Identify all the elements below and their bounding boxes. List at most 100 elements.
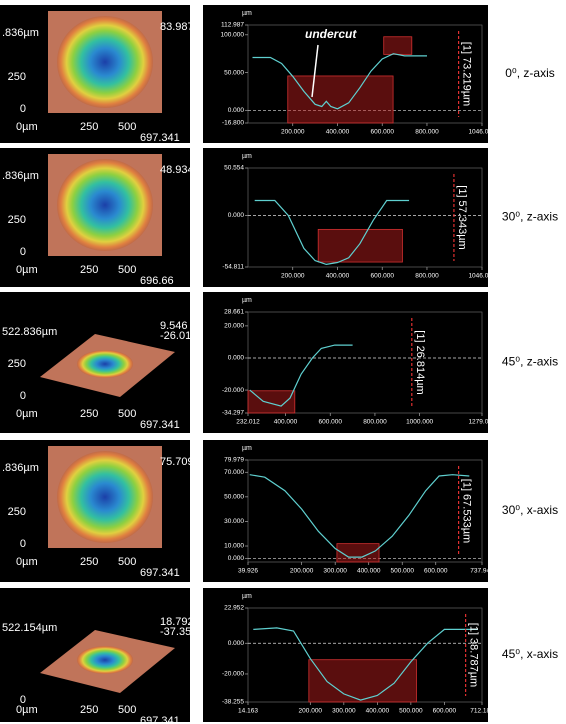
y-tick-label: 10.000	[224, 543, 244, 550]
x-tick-label: 39.926	[238, 568, 258, 575]
surface-x-tick: 250	[80, 121, 98, 133]
measurement-label: [1] 57.343µm	[456, 185, 468, 249]
y-tick-label: -16.800	[222, 120, 244, 127]
measurement-label: [1] 73.219µm	[461, 42, 473, 106]
row-label: 30⁰, z-axis	[502, 210, 558, 224]
surface-x-tick: 250	[80, 408, 98, 420]
selection-box	[383, 36, 413, 55]
surface-y-tick: 0	[20, 538, 26, 550]
y-tick-label: 0.000	[228, 107, 245, 114]
surface-max-label: 75.709	[160, 456, 194, 468]
unit-label: µm	[242, 153, 252, 160]
measurement-label: [1] 38.787µm	[468, 623, 480, 687]
y-tick-label: 28.661	[224, 309, 244, 316]
measurement-label: [1] 26.814µm	[414, 330, 426, 394]
x-tick-label: 600.000	[318, 419, 342, 426]
x-tick-label: 400.000	[326, 129, 350, 136]
x-tick-label: 1279.046	[468, 419, 495, 426]
surface-x-tick: 250	[80, 704, 98, 716]
surface-x-end: 697.341	[140, 715, 180, 724]
row-label: 30⁰, x-axis	[502, 503, 558, 517]
surface-y-tick: 250	[8, 506, 26, 518]
surface-x-tick: 500	[118, 556, 136, 568]
y-tick-label: 50.000	[224, 69, 244, 76]
y-tick-label: -34.297	[222, 410, 244, 417]
x-tick-label: 800.000	[415, 273, 439, 280]
y-tick-label: 0.000	[228, 640, 245, 647]
surface-x-tick: 250	[80, 556, 98, 568]
surface-y-tick: 250	[8, 214, 26, 226]
surface-x-tick: 0µm	[16, 556, 38, 568]
x-tick-label: 1046.012	[468, 273, 495, 280]
y-tick-label: -20.000	[222, 671, 244, 678]
unit-label: µm	[242, 10, 252, 17]
surface-x-end: 697.341	[140, 567, 180, 579]
surface-x-tick: 0µm	[16, 408, 38, 420]
x-tick-label: 1046.012	[468, 129, 495, 136]
surface-y-tick: 0	[20, 246, 26, 258]
y-tick-label: 20.000	[224, 323, 244, 330]
unit-label: µm	[242, 297, 252, 304]
row-label: 45⁰, x-axis	[502, 647, 558, 661]
x-tick-label: 800.000	[415, 129, 439, 136]
surface-crater	[57, 16, 153, 108]
chart-panel	[203, 588, 488, 722]
chart-panel	[203, 5, 488, 143]
profile-line	[254, 199, 410, 266]
selection-box	[247, 390, 296, 414]
surface-x-tick: 500	[118, 408, 136, 420]
x-tick-label: 600.000	[424, 568, 448, 575]
x-tick-label: 737.949	[470, 568, 494, 575]
surface-x-tick: 0µm	[16, 704, 38, 716]
x-tick-label: 200.000	[281, 273, 305, 280]
surface-x-tick: 500	[118, 704, 136, 716]
surface-x-tick: 0µm	[16, 121, 38, 133]
y-tick-label: 0.000	[228, 212, 245, 219]
y-tick-label: 0.000	[228, 355, 245, 362]
plot-frame	[247, 311, 483, 414]
unit-label: µm	[242, 593, 252, 600]
measurement-label: [1] 67.533µm	[461, 479, 473, 543]
surface-max-label: 48.934	[160, 164, 194, 176]
surface-min-label: -37.35	[160, 626, 191, 638]
annotation-arrow	[311, 44, 319, 98]
surface-crater	[57, 159, 153, 251]
surface-height-label: 522.154µm	[2, 622, 57, 634]
profile-line	[253, 627, 478, 701]
y-tick-label: -54.811	[222, 264, 244, 271]
chart-panel	[203, 292, 488, 433]
surface-max-label: 9.546	[160, 320, 188, 332]
selection-box	[317, 228, 403, 263]
x-tick-label: 300.000	[323, 568, 347, 575]
surface-x-tick: 500	[118, 264, 136, 276]
surface-x-end: 697.341	[140, 419, 180, 431]
surface-x-tick: 0µm	[16, 264, 38, 276]
y-tick-label: 79.979	[224, 457, 244, 464]
surface-max-label: 18.792	[160, 616, 194, 628]
surface-height-label: .836µm	[2, 170, 39, 182]
x-tick-label: 712.186	[470, 708, 494, 715]
x-tick-label: 600.000	[370, 273, 394, 280]
x-tick-label: 400.000	[366, 708, 390, 715]
annotation: undercut	[305, 27, 357, 41]
surface-y-tick: 0	[20, 103, 26, 115]
x-tick-label: 200.000	[290, 568, 314, 575]
surface-x-end: 696.66	[140, 275, 174, 287]
surface-y-tick: 0	[20, 694, 26, 706]
y-tick-label: 112.987	[221, 22, 244, 29]
surface-x-tick: 500	[118, 121, 136, 133]
x-tick-label: 400.000	[357, 568, 381, 575]
surface-max-label: 83.987	[160, 21, 194, 33]
x-tick-label: 1000.000	[406, 419, 433, 426]
x-tick-label: 500.000	[399, 708, 423, 715]
profile-line	[252, 53, 427, 110]
y-tick-label: 0.000	[228, 555, 245, 562]
surface-height-label: 522.836µm	[2, 326, 57, 338]
surface-min-label: -26.01	[160, 330, 191, 342]
x-tick-label: 14.163	[238, 708, 258, 715]
y-tick-label: 50.554	[224, 165, 244, 172]
row-label: 0⁰, z-axis	[505, 66, 555, 80]
x-tick-label: 200.000	[281, 129, 305, 136]
surface-y-tick: 0	[20, 390, 26, 402]
selection-box	[308, 659, 417, 703]
